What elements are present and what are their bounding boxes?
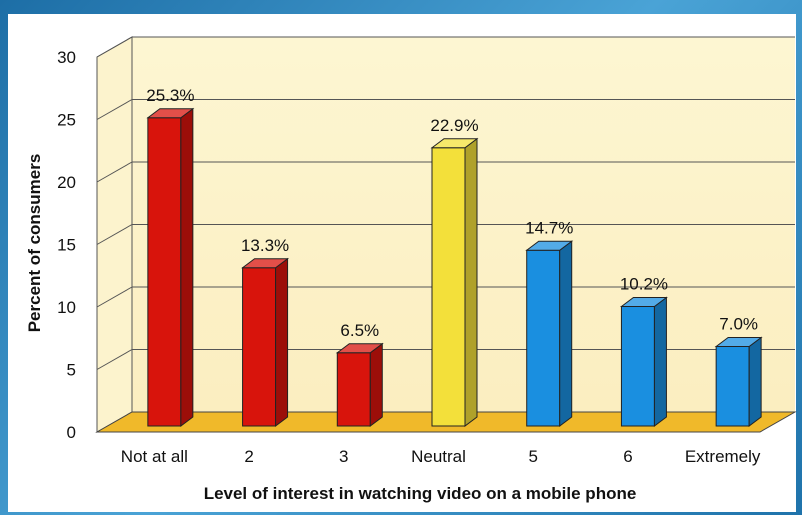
bar	[335, 342, 384, 427]
x-tick-label: 5	[528, 447, 537, 466]
bar-top	[241, 258, 290, 269]
data-label: 13.3%	[241, 236, 289, 255]
bar-top	[430, 138, 479, 149]
bar-side	[369, 342, 383, 427]
y-tick-label: 25	[57, 111, 76, 130]
bar-top	[619, 297, 668, 307]
x-tick-label: Not at all	[121, 447, 188, 466]
y-axis-title: Percent of consumers	[25, 154, 44, 333]
bar-front	[526, 249, 561, 427]
data-label: 7.0%	[719, 315, 758, 334]
gridline-side	[96, 99, 133, 120]
y-tick-label: 15	[57, 236, 76, 255]
bar-front	[336, 352, 371, 427]
gridline-side	[96, 36, 133, 58]
x-axis-categories: Not at all 2 3 Neutral 5 6 Extremely	[121, 447, 761, 466]
x-tick-label: 6	[623, 447, 632, 466]
y-axis-ticks: 0 5 10 15 20 25 30	[57, 48, 76, 442]
x-tick-label: Neutral	[411, 447, 466, 466]
bar-side	[748, 336, 762, 427]
gridline-side	[96, 161, 133, 183]
data-label: 6.5%	[340, 321, 379, 340]
data-label: 22.9%	[430, 116, 478, 135]
bar-top	[714, 337, 763, 347]
data-label: 25.3%	[146, 86, 194, 105]
y-tick-label: 30	[57, 48, 76, 67]
bar-side	[653, 296, 667, 427]
y-tick-label: 20	[57, 173, 76, 192]
x-tick-label: 2	[244, 447, 253, 466]
bar-front	[431, 147, 466, 427]
bars	[146, 107, 763, 427]
gridline-side	[96, 224, 133, 245]
x-axis-title: Level of interest in watching video on a…	[204, 484, 637, 503]
bar	[525, 240, 574, 427]
bar-side	[180, 107, 194, 427]
bar	[714, 336, 763, 427]
bar-side	[464, 137, 478, 427]
bar-top	[525, 240, 574, 251]
gridline-side	[96, 349, 133, 370]
x-tick-label: Extremely	[685, 447, 761, 466]
bar-front	[147, 117, 182, 427]
data-label: 14.7%	[525, 218, 573, 237]
y-tick-label: 10	[57, 298, 76, 317]
bar-top	[335, 343, 384, 354]
bar-top	[146, 108, 195, 119]
y-tick-label: 0	[67, 423, 76, 442]
bar	[619, 296, 668, 427]
x-tick-label: 3	[339, 447, 348, 466]
bar	[146, 107, 195, 427]
bar	[430, 137, 479, 427]
data-labels: 25.3% 13.3% 6.5% 22.9% 14.7% 10.2% 7.0%	[146, 86, 758, 340]
bar	[241, 257, 290, 427]
bar-front	[620, 306, 655, 427]
bar-side	[275, 257, 289, 427]
bar-side	[559, 240, 573, 427]
bar-front	[715, 346, 750, 427]
gridline-side	[96, 286, 133, 308]
y-tick-label: 5	[67, 361, 76, 380]
data-label: 10.2%	[620, 275, 668, 294]
bar-front	[242, 267, 277, 427]
